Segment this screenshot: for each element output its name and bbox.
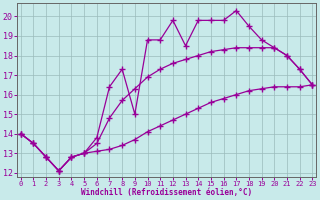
X-axis label: Windchill (Refroidissement éolien,°C): Windchill (Refroidissement éolien,°C) — [81, 188, 252, 197]
